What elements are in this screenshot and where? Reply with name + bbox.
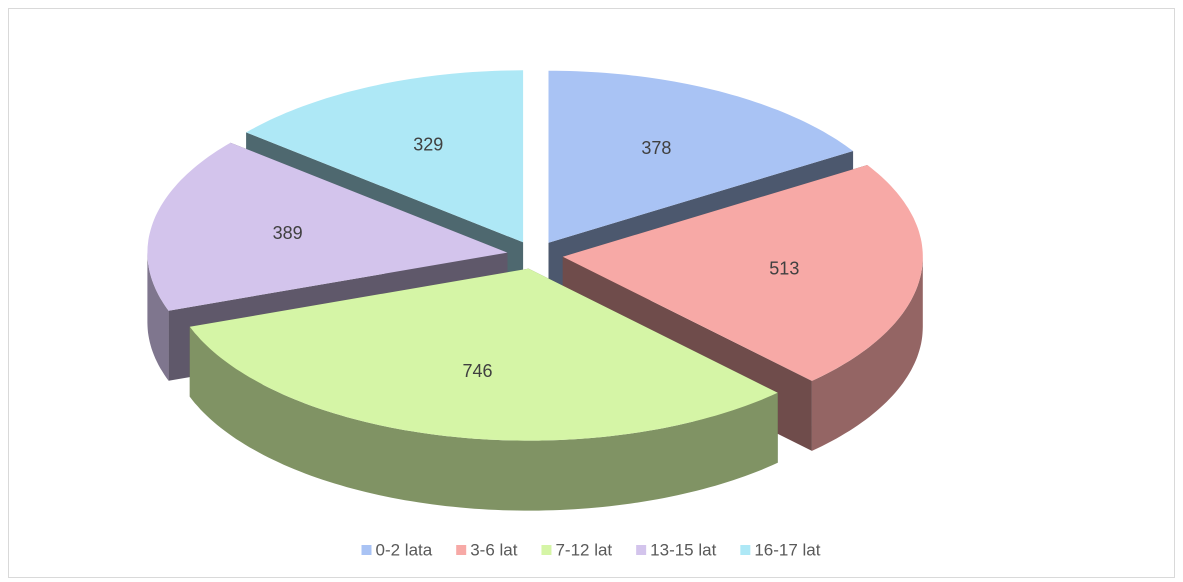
legend-label: 16-17 lat bbox=[754, 540, 820, 559]
legend-label: 13-15 lat bbox=[650, 540, 716, 559]
slice-top bbox=[562, 165, 923, 381]
data-label: 746 bbox=[463, 361, 493, 381]
legend-swatch bbox=[740, 545, 751, 555]
data-label: 329 bbox=[413, 135, 443, 155]
data-label: 378 bbox=[641, 138, 671, 158]
legend-swatch bbox=[456, 545, 467, 555]
slice-wall bbox=[811, 256, 923, 451]
data-label: 513 bbox=[769, 258, 799, 278]
pie: 378 513 746 389 329 bbox=[147, 70, 923, 511]
slice bbox=[189, 268, 778, 511]
legend-swatch bbox=[636, 545, 647, 555]
slice-top bbox=[147, 142, 508, 311]
slice-top bbox=[548, 70, 854, 243]
slice-top bbox=[246, 70, 524, 243]
legend-label: 3-6 lat bbox=[470, 540, 518, 559]
legend-swatch bbox=[361, 545, 372, 555]
slice-wall bbox=[189, 326, 778, 511]
legend-label: 0-2 lata bbox=[376, 540, 433, 559]
legend-label: 7-12 lat bbox=[555, 540, 612, 559]
legend: 0-2 lata 3-6 lat 7-12 lat 13-15 lat 16-17 la… bbox=[361, 540, 821, 559]
slice-top bbox=[189, 268, 778, 441]
data-label: 389 bbox=[273, 223, 303, 243]
legend-swatch bbox=[541, 545, 552, 555]
slice-wall bbox=[147, 252, 169, 381]
